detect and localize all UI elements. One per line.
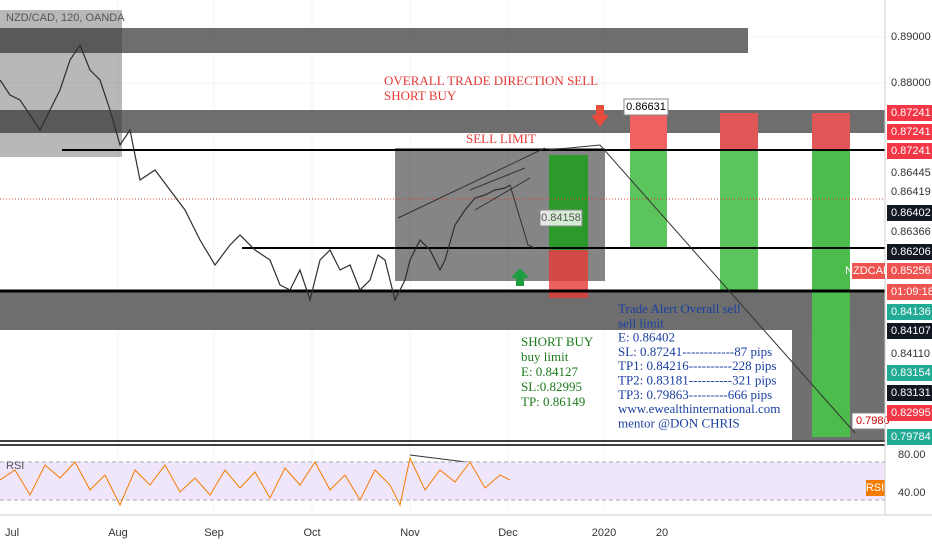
- callout: 0.7980: [856, 415, 890, 427]
- rsi-axis-label: 40.00: [898, 487, 926, 499]
- time-label: Oct: [303, 527, 320, 539]
- price-label: 0.85256: [891, 265, 931, 277]
- price-label: 0.82995: [891, 407, 931, 419]
- price-label: 0.86445: [891, 167, 931, 179]
- price-label-box: [887, 284, 932, 300]
- sell-arrow: [591, 105, 609, 127]
- price-label-box: [887, 304, 932, 320]
- callout: 0.86631: [626, 101, 666, 113]
- symbol-tag-box: [852, 263, 885, 279]
- rsi-axis-label: 80.00: [898, 449, 926, 461]
- callout-box: [539, 209, 583, 227]
- note-line: SHORT BUY: [521, 334, 594, 349]
- note-line: SL: 0.87241------------87 pips: [618, 344, 772, 359]
- time-label: Aug: [108, 527, 128, 539]
- price-label: 0.79784: [891, 431, 931, 443]
- price-label: 0.88000: [891, 77, 931, 89]
- rsi-band: [0, 462, 885, 500]
- time-label: Sep: [204, 527, 224, 539]
- annotation: OVERALL TRADE DIRECTION SELL: [384, 73, 598, 88]
- note-line: TP3: 0.79863---------666 pips: [618, 387, 772, 402]
- time-label: Dec: [498, 527, 518, 539]
- annotation: SHORT BUY: [384, 88, 457, 103]
- note-line: TP2: 0.83181----------321 pips: [618, 372, 777, 387]
- price-label: 0.83131: [891, 387, 931, 399]
- note-line: SL:0.82995: [521, 379, 582, 394]
- price-label: 0.87241: [891, 145, 931, 157]
- target-zone: [720, 150, 758, 290]
- rsi-tag: RSI: [866, 482, 884, 494]
- symbol-title: NZD/CAD, 120, OANDA: [6, 12, 125, 24]
- buy-arrow: [511, 268, 529, 286]
- price-label: 0.83154: [891, 367, 931, 379]
- target-zone: [549, 155, 588, 250]
- callout-box: [623, 98, 669, 116]
- target-zone: [812, 150, 850, 437]
- price-label: 01:09:18: [891, 286, 932, 298]
- price-label-box: [887, 405, 932, 421]
- price-label: 0.86206: [891, 246, 931, 258]
- price-label-box: [887, 385, 932, 401]
- note-line: TP1: 0.84216----------228 pips: [618, 358, 777, 373]
- price-label-box: [887, 124, 932, 140]
- note-line: E: 0.84127: [521, 364, 579, 379]
- note-line: Trade Alert Overall sell: [618, 301, 741, 316]
- rsi-tag-box: [866, 480, 885, 496]
- note-line: E: 0.86402: [618, 330, 675, 345]
- price-label: 0.86402: [891, 207, 931, 219]
- note-line: buy limit: [521, 349, 569, 364]
- price-label-box: [887, 323, 932, 339]
- note-line: mentor @DON CHRIS: [618, 415, 740, 430]
- stop-zone: [630, 113, 667, 150]
- levels: [0, 149, 885, 446]
- time-label: Jul: [5, 527, 19, 539]
- price-label-box: [887, 105, 932, 121]
- price-label: 0.89000: [891, 31, 931, 43]
- stop-zone: [720, 113, 758, 150]
- price-label-box: [887, 263, 932, 279]
- stop-zone: [812, 113, 850, 150]
- price-label-box: [887, 244, 932, 260]
- rsi-line: [0, 456, 511, 507]
- price-label: 0.84136: [891, 306, 931, 318]
- time-label: 20: [656, 527, 668, 539]
- price-label: 0.86419: [891, 186, 931, 198]
- callout: 0.84158: [541, 212, 581, 224]
- price-label-box: [887, 143, 932, 159]
- price-label: 0.86366: [891, 226, 931, 238]
- note-line: sell limit: [618, 315, 664, 330]
- annotation: SELL LIMIT: [466, 131, 536, 146]
- note-line: www.ewealthinternational.com: [618, 401, 780, 416]
- price-label: 0.84110: [891, 348, 930, 360]
- price-line: [0, 43, 511, 303]
- price-label-box: [887, 429, 932, 445]
- price-label-box: [887, 205, 932, 221]
- time-label: 2020: [592, 527, 616, 539]
- price-label: 0.87241: [891, 126, 931, 138]
- price-label: 0.84107: [891, 325, 931, 337]
- rsi-label: RSI: [6, 460, 24, 472]
- drawings: [397, 144, 856, 471]
- price-label-box: [887, 365, 932, 381]
- symbol-tag: NZDCAD: [845, 265, 891, 277]
- zone: [0, 10, 122, 157]
- price-label: 0.87241: [891, 107, 931, 119]
- note-line: TP: 0.86149: [521, 394, 585, 409]
- time-label: Nov: [400, 527, 420, 539]
